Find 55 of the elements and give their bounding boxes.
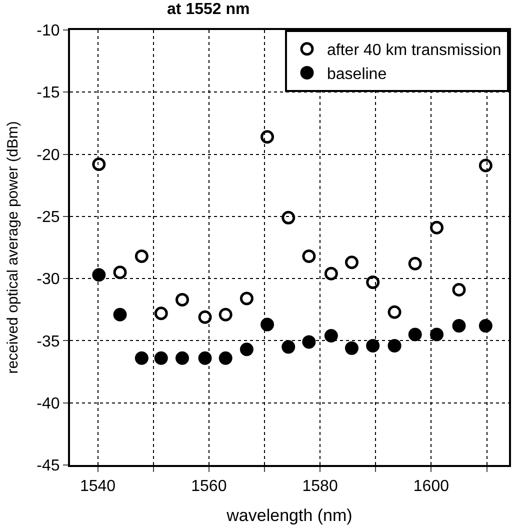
point [260,130,274,144]
point [324,328,338,342]
point [198,310,212,324]
point [240,292,254,306]
point [452,319,466,333]
chart-title: at 1552 nm [167,0,250,18]
point [366,338,380,352]
point [408,256,422,270]
point [176,292,189,306]
legend-label: after 40 km transmission [327,42,502,60]
point [113,308,127,322]
point [240,342,254,356]
y-axis-title: received optical average power (dBm) [4,121,22,374]
point [430,220,444,234]
point [478,319,492,333]
point [154,351,168,365]
point [218,308,232,322]
point [218,351,232,365]
point [408,328,422,342]
y-tick-label: -40 [36,395,60,412]
point [302,249,316,263]
point [176,351,189,365]
point [282,340,296,354]
point [388,338,402,352]
y-tick-label: -10 [36,22,60,40]
point [344,256,358,270]
legend-label: baseline [327,66,387,83]
x-tick-label: 1560 [191,478,227,496]
y-tick-label: -20 [36,146,60,164]
point [324,266,338,280]
point [366,276,380,290]
point [92,157,106,171]
y-tick-label: -45 [36,458,60,475]
y-tick-label: -25 [36,209,60,226]
point [113,266,127,280]
x-tick-label: 1600 [413,478,450,496]
point [430,328,444,342]
x-axis-title: wavelength (nm) [226,506,352,526]
point [388,305,402,319]
y-tick-label: -30 [36,271,60,288]
point [92,268,106,282]
point [154,306,168,320]
y-tick-label: -15 [36,84,60,102]
y-tick-label: -35 [36,333,60,350]
point [134,351,148,365]
point [260,318,274,332]
point [302,335,316,349]
point [198,351,212,365]
point [282,210,296,224]
x-tick-label: 1580 [302,478,338,496]
point [478,158,492,172]
point [344,341,358,355]
point [134,249,148,263]
x-tick-label: 1540 [80,478,116,496]
point [452,283,466,297]
